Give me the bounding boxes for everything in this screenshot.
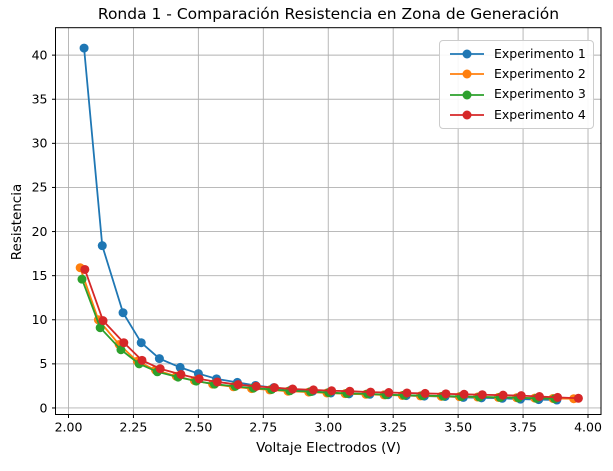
data-point-series-1 bbox=[118, 308, 128, 318]
data-point-series-4 bbox=[459, 389, 469, 399]
legend-line-marker-icon bbox=[450, 90, 484, 100]
data-point-series-4 bbox=[251, 381, 261, 391]
y-tick-label: 5 bbox=[40, 356, 48, 371]
series-line-4 bbox=[83, 268, 580, 400]
series-line-3 bbox=[81, 278, 556, 400]
y-tick-label: 10 bbox=[32, 312, 48, 327]
y-tick-label: 15 bbox=[32, 268, 48, 283]
x-tick-label: 3.50 bbox=[444, 420, 472, 435]
legend-line-marker-icon bbox=[450, 110, 484, 120]
series-line-2 bbox=[79, 266, 575, 400]
y-tick-label: 40 bbox=[32, 47, 48, 62]
legend-item-4: Experimento 4 bbox=[440, 106, 593, 122]
x-tick-label: 2.00 bbox=[55, 420, 83, 435]
legend-item-3: Experimento 3 bbox=[440, 88, 593, 101]
data-point-series-4 bbox=[498, 390, 508, 400]
data-point-series-4 bbox=[176, 369, 186, 379]
data-point-series-3 bbox=[116, 345, 126, 355]
y-tick-label: 30 bbox=[32, 136, 48, 151]
x-axis-label: Voltaje Electrodos (V) bbox=[256, 440, 401, 456]
data-point-series-4 bbox=[553, 392, 563, 402]
x-tick-label: 3.25 bbox=[379, 420, 407, 435]
y-tick-label: 35 bbox=[32, 92, 48, 107]
data-point-series-4 bbox=[516, 391, 526, 401]
legend-line-marker-icon bbox=[450, 69, 484, 79]
legend-item-1: Experimento 1 bbox=[440, 45, 593, 61]
x-tick-label: 2.50 bbox=[184, 420, 212, 435]
x-tick-label: 2.25 bbox=[120, 420, 148, 435]
data-point-series-4 bbox=[233, 380, 243, 390]
data-point-series-4 bbox=[477, 390, 487, 400]
data-point-series-4 bbox=[384, 388, 394, 398]
data-point-series-4 bbox=[155, 364, 165, 374]
x-tick-label: 4.00 bbox=[574, 420, 602, 435]
x-tick-label: 3.00 bbox=[314, 420, 342, 435]
legend-label: Experimento 2 bbox=[494, 66, 586, 82]
data-point-series-4 bbox=[327, 386, 337, 396]
legend-label: Experimento 1 bbox=[494, 45, 586, 61]
legend-label: Experimento 4 bbox=[494, 106, 586, 122]
legend-label: Experimento 3 bbox=[494, 86, 586, 102]
y-tick-label: 0 bbox=[40, 400, 48, 415]
data-point-series-4 bbox=[98, 316, 108, 326]
legend: Experimento 1 Experimento 2 Experimento 3 E… bbox=[439, 40, 594, 129]
data-point-series-3 bbox=[77, 274, 87, 284]
x-tick-label: 2.75 bbox=[249, 420, 277, 435]
legend-line-marker-icon bbox=[450, 49, 484, 59]
data-point-series-4 bbox=[269, 383, 279, 393]
data-point-series-1 bbox=[79, 43, 89, 53]
data-point-series-4 bbox=[137, 355, 147, 365]
data-point-series-1 bbox=[136, 338, 146, 348]
data-point-series-4 bbox=[288, 384, 298, 394]
legend-item-2: Experimento 2 bbox=[440, 68, 593, 81]
data-point-series-1 bbox=[154, 354, 164, 364]
data-point-series-1 bbox=[97, 241, 107, 251]
chart-title: Ronda 1 - Comparación Resistencia en Zon… bbox=[97, 5, 560, 23]
data-point-series-4 bbox=[212, 377, 222, 387]
data-point-series-1 bbox=[175, 362, 185, 372]
x-tick-label: 3.75 bbox=[509, 420, 537, 435]
data-point-series-4 bbox=[402, 388, 412, 398]
data-point-series-4 bbox=[534, 392, 544, 402]
data-point-series-4 bbox=[573, 393, 583, 403]
data-point-series-4 bbox=[441, 389, 451, 399]
data-point-series-4 bbox=[308, 385, 318, 395]
y-tick-label: 25 bbox=[32, 180, 48, 195]
data-point-series-4 bbox=[80, 264, 90, 274]
data-point-series-3 bbox=[95, 323, 105, 333]
data-point-series-4 bbox=[345, 386, 355, 396]
data-point-series-4 bbox=[366, 387, 376, 397]
data-point-series-4 bbox=[420, 388, 430, 398]
y-tick-label: 20 bbox=[32, 224, 48, 239]
data-point-series-4 bbox=[194, 374, 204, 384]
data-point-series-4 bbox=[119, 338, 129, 348]
